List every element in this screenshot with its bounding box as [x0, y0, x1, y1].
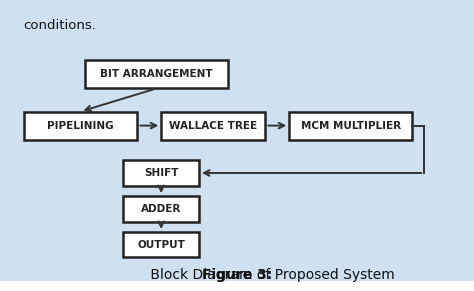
FancyBboxPatch shape	[123, 196, 199, 222]
Text: ADDER: ADDER	[141, 204, 182, 214]
Text: Figure 3:: Figure 3:	[202, 268, 272, 282]
Text: OUTPUT: OUTPUT	[137, 240, 185, 250]
FancyBboxPatch shape	[24, 111, 137, 140]
FancyBboxPatch shape	[85, 60, 228, 88]
Text: WALLACE TREE: WALLACE TREE	[169, 120, 257, 131]
FancyBboxPatch shape	[289, 111, 412, 140]
Text: conditions.: conditions.	[24, 19, 97, 32]
FancyBboxPatch shape	[123, 160, 199, 186]
Text: BIT ARRANGEMENT: BIT ARRANGEMENT	[100, 69, 213, 79]
Text: MCM MULTIPLIER: MCM MULTIPLIER	[301, 120, 401, 131]
FancyBboxPatch shape	[123, 232, 199, 258]
Text: Block Diagram of Proposed System: Block Diagram of Proposed System	[146, 268, 394, 282]
Text: SHIFT: SHIFT	[144, 168, 178, 178]
FancyBboxPatch shape	[161, 111, 265, 140]
Text: PIPELINING: PIPELINING	[47, 120, 114, 131]
